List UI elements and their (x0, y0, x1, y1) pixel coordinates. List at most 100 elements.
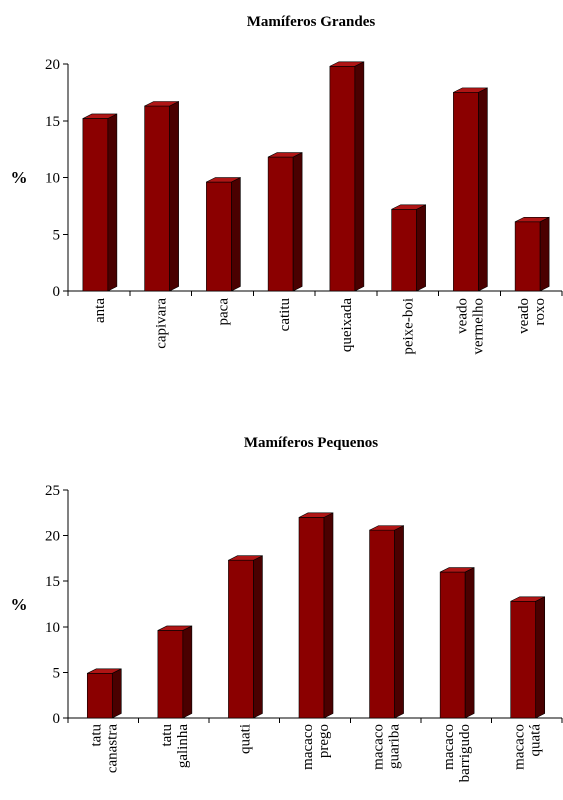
y-tick-label: 20 (45, 57, 60, 73)
bar-side (416, 204, 426, 292)
bar-front (267, 156, 294, 292)
bar-side (182, 625, 193, 719)
chart-title: Mamíferos Pequenos (244, 435, 378, 451)
y-axis-label: % (11, 595, 28, 614)
x-tick-label: capivara (154, 298, 170, 349)
bar (298, 512, 334, 719)
x-tick-label: paca (215, 298, 231, 326)
y-tick-label: 25 (45, 483, 60, 499)
bar-top (228, 555, 263, 561)
bar-front (228, 559, 254, 719)
y-tick-label: 20 (45, 529, 60, 545)
bar-front (453, 92, 479, 292)
x-tick-label: prego (316, 724, 332, 758)
bar (453, 87, 488, 292)
bar-front (86, 673, 113, 719)
bar-side (107, 113, 118, 292)
bar-side (169, 101, 179, 292)
bar-top (453, 87, 488, 93)
y-tick-label: 0 (53, 284, 61, 300)
bar-top (369, 525, 404, 531)
bar-top (510, 596, 545, 602)
bar-top (206, 177, 241, 183)
bar-front (369, 529, 395, 719)
bar-front (298, 517, 325, 719)
bar (439, 567, 475, 719)
x-tick-label: macaco (371, 724, 387, 770)
x-tick-label: macaco (512, 724, 528, 770)
bar (157, 625, 193, 719)
y-tick-label: 5 (53, 227, 61, 243)
x-tick-label: peixe-boi (401, 298, 417, 355)
bar-top (329, 61, 365, 67)
y-tick-label: 10 (45, 171, 60, 187)
y-tick-label: 15 (45, 114, 60, 130)
bar (144, 101, 179, 292)
bar (206, 177, 241, 292)
bar-front (206, 181, 232, 292)
x-tick-label: quatá (528, 724, 544, 757)
bar-side (323, 512, 334, 719)
bar-side (292, 152, 303, 292)
bar-top (82, 113, 118, 119)
bar-top (87, 668, 122, 674)
bar-front (144, 105, 170, 292)
bar-front (514, 221, 541, 292)
x-tick-label: canastra (104, 724, 120, 773)
x-tick-label: guariba (387, 724, 403, 769)
bar-top (391, 204, 426, 210)
x-tick-label: roxo (532, 298, 548, 326)
chart-title: Mamíferos Grandes (247, 14, 376, 30)
x-tick-label: queixada (339, 298, 355, 352)
bar-top (440, 567, 475, 573)
bar (510, 596, 546, 719)
x-tick-label: barrigudo (457, 724, 473, 782)
y-tick-label: 15 (45, 574, 60, 590)
bar-side (394, 525, 404, 719)
bar (391, 204, 426, 292)
bar-top (157, 625, 192, 631)
bar-front (157, 630, 184, 719)
bar-side (539, 216, 550, 292)
x-tick-label: galinha (175, 724, 191, 768)
bar-side (111, 668, 122, 719)
bar (514, 216, 550, 292)
bar-side (253, 555, 263, 719)
bar (86, 668, 122, 719)
bar (369, 525, 404, 719)
bar-side (478, 87, 488, 292)
bar-front (82, 118, 109, 292)
bar-side (231, 177, 241, 292)
bar-top (144, 101, 179, 107)
bar-front (510, 600, 537, 719)
x-tick-label: macaco (441, 724, 457, 770)
x-tick-label: tatu (88, 724, 104, 747)
x-tick-label: veado (454, 298, 470, 334)
bar (329, 61, 365, 292)
x-tick-label: catitu (277, 298, 293, 332)
bar-side (535, 596, 546, 719)
bar-top (298, 512, 334, 518)
bar-front (439, 571, 466, 719)
bar-side (464, 567, 475, 719)
x-tick-label: quati (237, 724, 253, 754)
bar (267, 152, 303, 292)
bar-top (267, 152, 303, 158)
x-tick-label: anta (92, 298, 108, 323)
y-tick-label: 10 (45, 620, 60, 636)
bar-top (514, 216, 550, 223)
bar (82, 113, 118, 292)
bar-side (354, 61, 365, 292)
bar-front (391, 208, 417, 292)
x-tick-label: veado (516, 298, 532, 334)
bar (228, 555, 263, 719)
x-tick-label: vermelho (470, 298, 486, 355)
x-tick-label: macaco (300, 724, 316, 770)
bar-front (329, 65, 356, 292)
y-tick-label: 0 (53, 711, 61, 727)
y-axis-label: % (11, 168, 28, 187)
x-tick-label: tatu (159, 724, 175, 747)
chart-mamiferos-grandes: Mamíferos Grandes % 0 5 10 15 20 anta capivara… (11, 14, 563, 355)
